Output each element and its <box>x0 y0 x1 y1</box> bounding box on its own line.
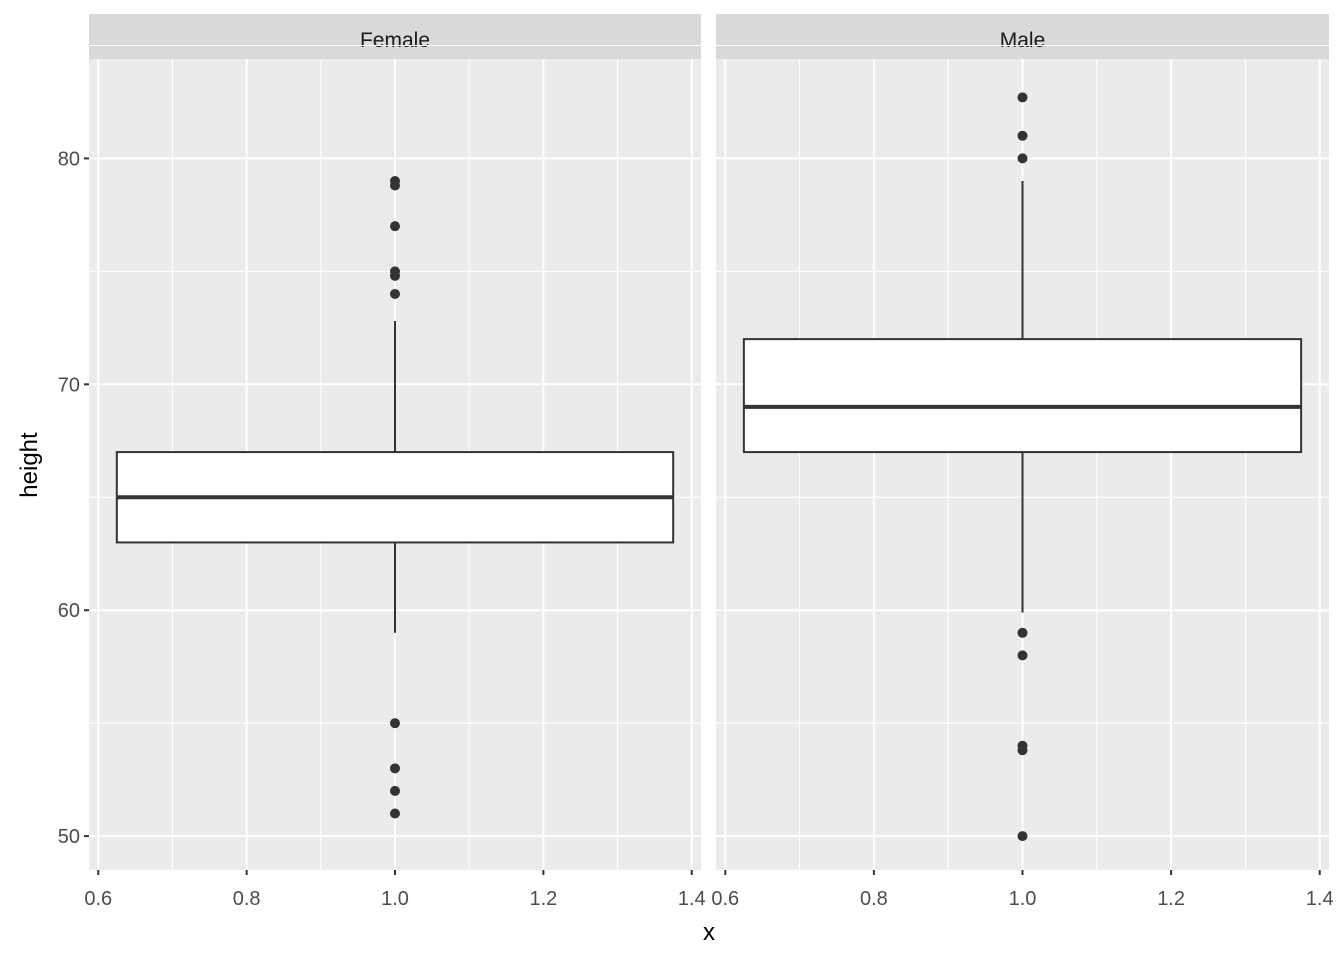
x-tick-label: 1.2 <box>529 888 557 910</box>
outlier-point <box>1017 153 1028 164</box>
outlier-point <box>390 180 400 191</box>
facet-label: Female <box>360 29 430 52</box>
outlier-point <box>1017 650 1028 661</box>
y-axis-label: height <box>16 432 43 498</box>
outlier-point <box>1017 831 1028 842</box>
outlier-point <box>1017 130 1028 141</box>
outlier-point <box>390 221 400 232</box>
x-tick-label: 1.0 <box>1009 888 1037 910</box>
facet-strip <box>716 14 1329 59</box>
outlier-point <box>390 288 400 299</box>
x-tick-label: 0.6 <box>84 888 112 910</box>
x-tick-label: 1.2 <box>1157 888 1185 910</box>
outlier-point <box>390 270 400 281</box>
x-tick-label: 0.8 <box>233 888 261 910</box>
y-tick-label: 60 <box>58 600 80 622</box>
panel-female: Female 0.6 0.8 1.0 1.2 1.4 50 60 70 80 <box>58 14 706 950</box>
y-tick-label: 50 <box>58 826 80 848</box>
x-tick-label: 0.6 <box>711 888 739 910</box>
outlier-point <box>390 763 400 774</box>
outlier-point <box>390 785 400 796</box>
x-tick-label: 1.4 <box>1306 888 1334 910</box>
panel-male: Male 0.6 0.8 1.0 1.2 1.4 <box>711 14 1334 950</box>
outlier-point <box>1017 745 1028 756</box>
x-axis-label: x <box>703 919 715 946</box>
facet-label: Male <box>1000 29 1046 52</box>
x-tick-label: 1.0 <box>381 888 409 910</box>
y-tick-label: 80 <box>58 148 80 170</box>
outlier-point <box>390 718 400 729</box>
y-tick-label: 70 <box>58 374 80 396</box>
outlier-point <box>1017 92 1028 103</box>
outlier-point <box>1017 627 1028 638</box>
box <box>742 338 1303 454</box>
x-tick-label: 1.4 <box>678 888 706 910</box>
outlier-point <box>390 808 400 819</box>
x-tick-label: 0.8 <box>860 888 888 910</box>
facet-strip <box>89 14 701 59</box>
